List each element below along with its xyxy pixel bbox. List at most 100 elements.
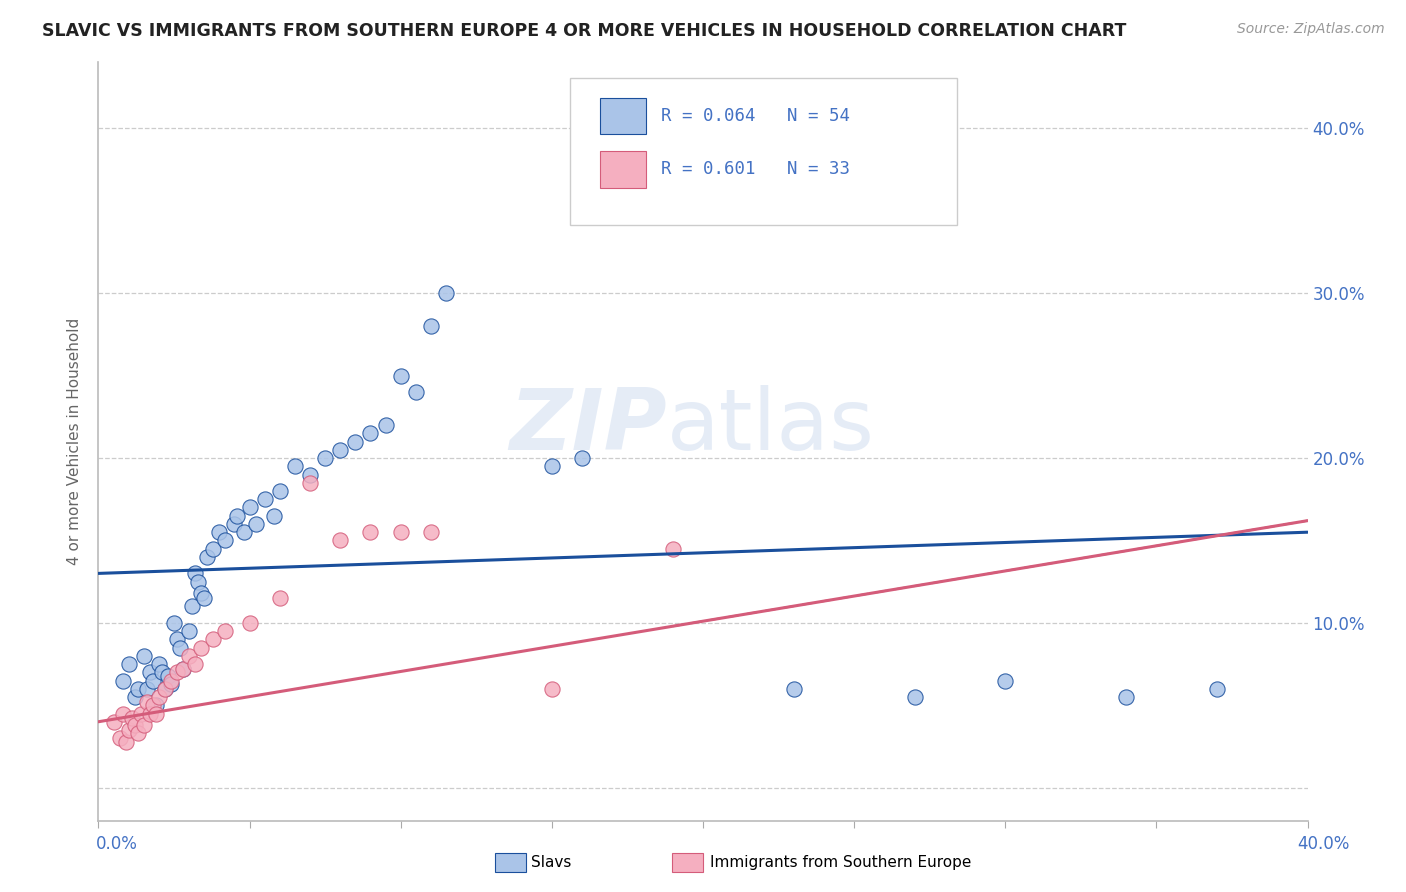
Point — [114, 734, 136, 748]
Point — [374, 418, 396, 433]
Text: Immigrants from Southern Europe: Immigrants from Southern Europe — [710, 855, 972, 870]
Point — [661, 541, 683, 556]
Point — [124, 690, 146, 704]
Point — [118, 657, 141, 671]
Point — [121, 711, 143, 725]
Point — [232, 525, 254, 540]
Point — [389, 368, 412, 383]
Point — [540, 681, 562, 696]
Point — [166, 632, 188, 647]
Point — [226, 508, 249, 523]
Point — [172, 662, 194, 676]
Point — [783, 681, 806, 696]
Point — [179, 624, 201, 639]
Text: R = 0.064   N = 54: R = 0.064 N = 54 — [661, 106, 849, 125]
Point — [420, 525, 443, 540]
Point — [314, 450, 336, 465]
Point — [111, 673, 134, 688]
Point — [172, 662, 194, 676]
Point — [299, 467, 322, 482]
Point — [190, 640, 212, 655]
Point — [263, 508, 285, 523]
Point — [904, 690, 927, 704]
Point — [253, 492, 276, 507]
Text: Slavs: Slavs — [531, 855, 572, 870]
Point — [994, 673, 1017, 688]
Point — [540, 459, 562, 474]
Point — [195, 549, 218, 564]
Point — [135, 695, 157, 709]
Point — [166, 665, 188, 680]
Text: R = 0.601   N = 33: R = 0.601 N = 33 — [661, 160, 849, 178]
Point — [214, 533, 236, 548]
Point — [202, 632, 225, 647]
Point — [145, 706, 167, 721]
Point — [156, 668, 179, 682]
Point — [139, 665, 162, 680]
Point — [127, 681, 149, 696]
Text: atlas: atlas — [666, 384, 875, 468]
Point — [169, 640, 191, 655]
Point — [127, 726, 149, 740]
Point — [163, 615, 186, 630]
Point — [193, 591, 215, 606]
Point — [224, 516, 246, 531]
Point — [190, 586, 212, 600]
Point — [245, 516, 267, 531]
Point — [434, 286, 457, 301]
Text: 0.0%: 0.0% — [96, 835, 138, 853]
Point — [181, 599, 204, 614]
Point — [153, 681, 176, 696]
Point — [103, 714, 125, 729]
Point — [148, 690, 170, 704]
Point — [1206, 681, 1229, 696]
Point — [129, 706, 152, 721]
Point — [132, 648, 155, 663]
Point — [135, 681, 157, 696]
Point — [269, 483, 291, 498]
Point — [329, 533, 352, 548]
Point — [139, 706, 162, 721]
Point — [124, 718, 146, 732]
Point — [214, 624, 236, 639]
Point — [184, 657, 207, 671]
Point — [360, 426, 382, 441]
Text: Source: ZipAtlas.com: Source: ZipAtlas.com — [1237, 22, 1385, 37]
Point — [148, 657, 170, 671]
Point — [420, 319, 443, 334]
Point — [239, 500, 262, 515]
FancyBboxPatch shape — [569, 78, 957, 226]
FancyBboxPatch shape — [600, 151, 647, 187]
Point — [142, 673, 165, 688]
Point — [299, 475, 322, 490]
Point — [184, 566, 207, 581]
Point — [111, 706, 134, 721]
Text: 40.0%: 40.0% — [1298, 835, 1350, 853]
Text: ZIP: ZIP — [509, 384, 666, 468]
Point — [344, 434, 367, 449]
Point — [329, 442, 352, 457]
Point — [145, 698, 167, 713]
Point — [118, 723, 141, 737]
Y-axis label: 4 or more Vehicles in Household: 4 or more Vehicles in Household — [67, 318, 83, 566]
Point — [405, 385, 427, 400]
Point — [179, 648, 201, 663]
Point — [160, 677, 183, 691]
Point — [1115, 690, 1137, 704]
Point — [208, 525, 231, 540]
Point — [239, 615, 262, 630]
Point — [142, 698, 165, 713]
Point — [360, 525, 382, 540]
Point — [160, 673, 183, 688]
Point — [284, 459, 307, 474]
Point — [132, 718, 155, 732]
Point — [153, 681, 176, 696]
Point — [187, 574, 209, 589]
Text: SLAVIC VS IMMIGRANTS FROM SOUTHERN EUROPE 4 OR MORE VEHICLES IN HOUSEHOLD CORREL: SLAVIC VS IMMIGRANTS FROM SOUTHERN EUROP… — [42, 22, 1126, 40]
Point — [571, 450, 593, 465]
Point — [150, 665, 173, 680]
Point — [108, 731, 131, 746]
FancyBboxPatch shape — [600, 98, 647, 135]
Point — [202, 541, 225, 556]
Point — [389, 525, 412, 540]
